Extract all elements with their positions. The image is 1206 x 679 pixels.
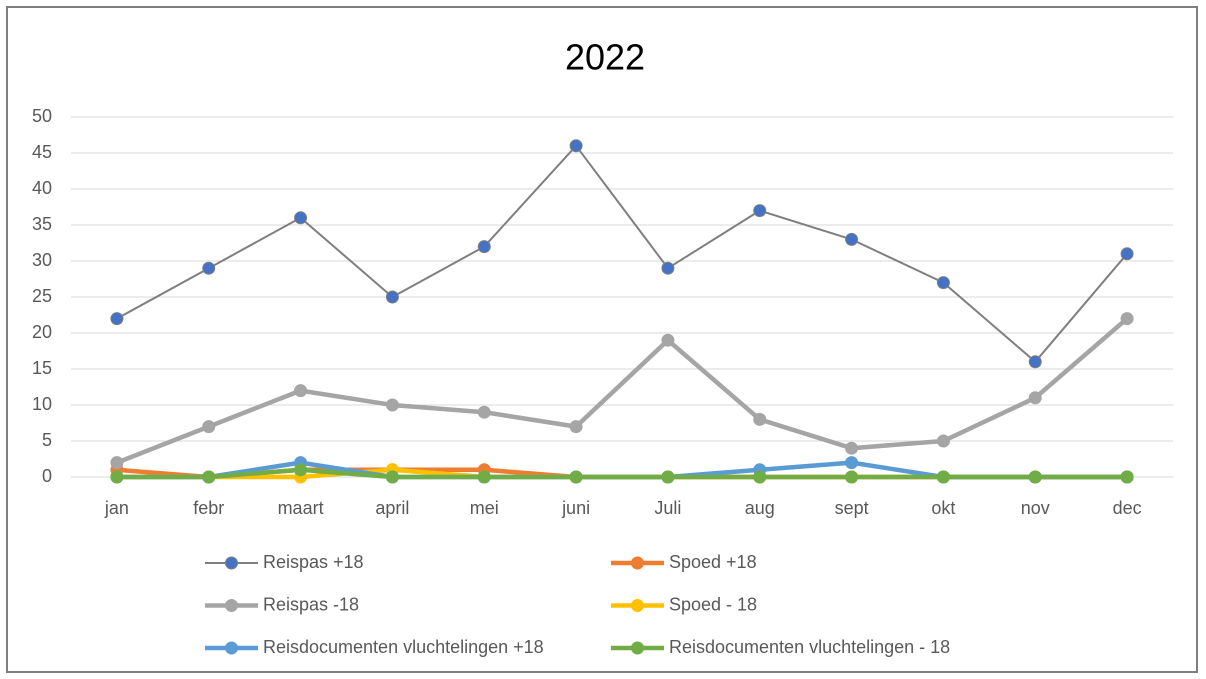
data-point (294, 211, 308, 225)
data-point (110, 470, 124, 484)
data-point (110, 456, 124, 470)
y-tick-label: 5 (42, 430, 52, 450)
data-point (477, 470, 491, 484)
legend-marker (631, 641, 644, 655)
data-point (1120, 470, 1134, 484)
y-tick-label: 25 (32, 286, 52, 306)
data-point (1120, 247, 1134, 261)
data-point (477, 405, 491, 419)
data-point (753, 412, 767, 426)
data-point (936, 470, 950, 484)
series-line (116, 144, 1128, 363)
y-tick-label: 15 (32, 358, 52, 378)
data-point (110, 312, 124, 326)
data-point (569, 139, 583, 153)
legend-item: Reispas -18 (205, 594, 359, 614)
series-line (116, 316, 1129, 465)
data-point (845, 470, 859, 484)
y-tick-label: 40 (32, 178, 52, 198)
x-tick-label: jan (104, 498, 129, 518)
x-tick-label: juni (561, 498, 590, 518)
chart-title: 2022 (565, 37, 645, 78)
x-tick-label: aug (745, 498, 775, 518)
data-point (294, 463, 308, 477)
y-tick-label: 0 (42, 466, 52, 486)
legend-item: Reisdocumenten vluchtelingen +18 (205, 637, 544, 657)
data-point (569, 470, 583, 484)
legend-label: Reispas -18 (263, 594, 359, 614)
data-point (294, 384, 308, 398)
x-tick-label: april (375, 498, 409, 518)
data-point (1120, 312, 1134, 326)
data-point (845, 232, 859, 246)
x-tick-label: mei (470, 498, 499, 518)
y-tick-label: 50 (32, 106, 52, 126)
data-point (202, 420, 216, 434)
data-point (661, 261, 675, 275)
data-point (477, 240, 491, 254)
data-point (936, 276, 950, 290)
x-tick-label: febr (193, 498, 224, 518)
legend-label: Spoed +18 (669, 552, 757, 572)
x-tick-label: sept (835, 498, 869, 518)
data-point (385, 290, 399, 304)
legend-marker (225, 641, 238, 655)
legend-item: Reispas +18 (205, 552, 364, 572)
legend-label: Spoed - 18 (669, 594, 757, 614)
data-point (936, 434, 950, 448)
legend-marker (631, 599, 644, 612)
data-point (753, 204, 767, 218)
x-tick-label: nov (1021, 498, 1050, 518)
legend-marker (631, 556, 644, 570)
data-point (753, 470, 767, 484)
data-point (202, 261, 216, 275)
x-tick-label: Juli (654, 498, 681, 518)
data-point (385, 470, 399, 484)
chart-border (6, 6, 1198, 673)
legend-marker (225, 599, 238, 612)
data-point (845, 456, 859, 470)
data-point (202, 470, 216, 484)
data-point (661, 470, 675, 484)
y-tick-label: 20 (32, 322, 52, 342)
data-point (569, 420, 583, 434)
y-tick-label: 35 (32, 214, 52, 234)
x-tick-label: maart (278, 498, 324, 518)
legend-label: Reisdocumenten vluchtelingen - 18 (669, 637, 950, 657)
x-tick-label: okt (931, 498, 955, 518)
x-tick-label: dec (1113, 498, 1142, 518)
legend-item: Spoed +18 (611, 552, 757, 572)
legend-marker (225, 556, 238, 570)
data-point (385, 398, 399, 412)
data-point (1028, 355, 1042, 369)
data-point (1028, 470, 1042, 484)
legend-label: Reispas +18 (263, 552, 364, 572)
y-tick-label: 10 (32, 394, 52, 414)
y-tick-label: 45 (32, 142, 52, 162)
legend-label: Reisdocumenten vluchtelingen +18 (263, 637, 544, 657)
data-point (1028, 391, 1042, 405)
data-point (845, 441, 859, 455)
data-point (661, 333, 675, 347)
legend-item: Spoed - 18 (611, 594, 757, 614)
y-tick-label: 30 (32, 250, 52, 270)
series-line (116, 467, 1128, 480)
legend-item: Reisdocumenten vluchtelingen - 18 (611, 637, 950, 657)
